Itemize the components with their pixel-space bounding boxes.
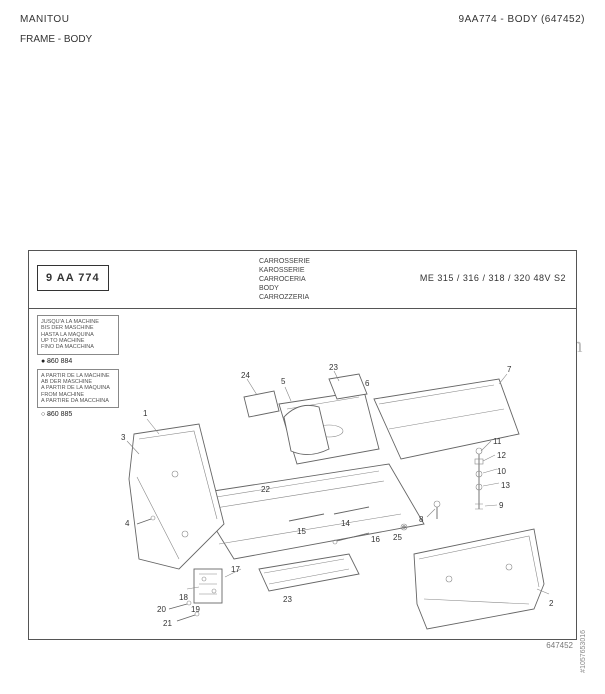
callout-5: 5 [281,377,285,386]
callout-17: 17 [231,565,240,574]
callout-18: 18 [179,593,188,602]
callout-2: 2 [549,599,553,608]
callout-11: 11 [493,437,501,446]
lang-en: BODY [259,284,310,293]
callout-4: 4 [125,519,129,528]
callout-16: 16 [371,535,380,544]
footer-code: 647452 [546,641,573,650]
callout-15: 15 [297,527,306,536]
callout-22: 22 [261,485,270,494]
callout-23b: 23 [283,595,292,604]
callout-6: 6 [365,379,369,388]
callout-21: 21 [163,619,172,628]
side-code: #1057653016 [580,630,587,673]
header-right: 9AA774 - BODY (647452) [459,14,585,25]
lang-es: CARROCERIA [259,275,310,284]
diagram-svg [29,309,578,641]
callout-3: 3 [121,433,125,442]
model-code: ME 315 / 316 / 318 / 320 48V S2 [420,273,566,283]
callout-13: 13 [501,481,510,490]
callout-10: 10 [497,467,506,476]
callout-8: 8 [419,515,423,524]
header-sub: FRAME - BODY [20,34,92,45]
lang-it: CARROZZERIA [259,293,310,302]
exploded-diagram: 1 2 3 4 5 6 7 8 9 10 11 12 13 14 15 16 1… [29,309,576,641]
diagram-frame: 9 AA 774 CARROSSERIE KAROSSERIE CARROCER… [28,250,577,640]
callout-12: 12 [497,451,506,460]
title-translations: CARROSSERIE KAROSSERIE CARROCERIA BODY C… [259,257,310,302]
lang-fr: CARROSSERIE [259,257,310,266]
callout-19: 19 [191,605,200,614]
page: MANITOU 9AA774 - BODY (647452) FRAME - B… [0,0,605,694]
callout-24: 24 [241,371,250,380]
callout-7: 7 [507,365,511,374]
callout-9: 9 [499,501,503,510]
callout-14: 14 [341,519,350,528]
callout-20: 20 [157,605,166,614]
callout-25: 25 [393,533,402,542]
lang-de: KAROSSERIE [259,266,310,275]
brand: MANITOU [20,14,69,25]
callout-1: 1 [143,409,147,418]
callout-23a: 23 [329,363,338,372]
titlebar: 9 AA 774 CARROSSERIE KAROSSERIE CARROCER… [29,251,576,309]
part-code: 9 AA 774 [37,265,109,291]
